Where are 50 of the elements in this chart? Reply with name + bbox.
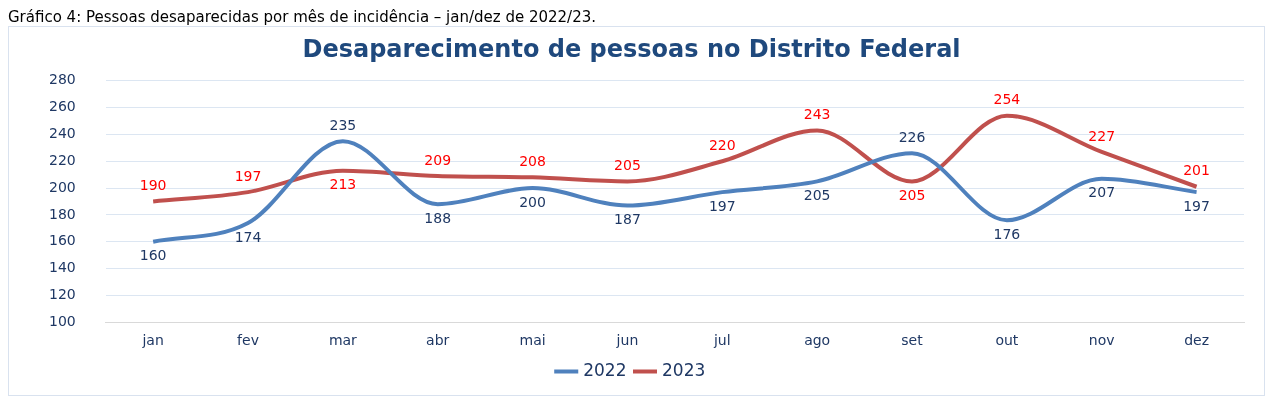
y-tick-label: 100 <box>48 312 76 329</box>
x-tick-label: abr <box>426 332 450 349</box>
data-label: 190 <box>139 177 167 194</box>
data-label: 188 <box>424 209 452 226</box>
data-label: 205 <box>803 187 831 204</box>
data-label: 187 <box>614 211 641 228</box>
x-tick-label: set <box>901 332 924 349</box>
x-tick-label: jun <box>615 332 639 349</box>
data-label: 197 <box>708 197 736 214</box>
data-label: 207 <box>1088 184 1116 201</box>
data-label: 243 <box>803 106 831 123</box>
data-label: 209 <box>424 151 452 168</box>
data-label: 197 <box>234 167 262 184</box>
y-tick-label: 280 <box>48 71 76 88</box>
y-tick-label: 120 <box>48 286 76 303</box>
data-label: 205 <box>614 157 641 174</box>
x-tick-label: ago <box>804 332 831 349</box>
data-label: 208 <box>519 153 546 169</box>
x-tick-label: jul <box>712 332 731 349</box>
data-label: 176 <box>993 225 1021 242</box>
data-label: 213 <box>329 176 357 193</box>
y-tick-label: 260 <box>48 98 76 115</box>
data-label: 226 <box>898 128 926 145</box>
x-tick-label: nov <box>1088 332 1115 349</box>
data-label: 197 <box>1183 197 1210 214</box>
x-tick-label: fev <box>237 332 259 349</box>
data-label: 160 <box>139 247 167 264</box>
data-label: 174 <box>234 228 262 245</box>
data-label: 220 <box>708 136 736 153</box>
legend-label: 2022 <box>583 359 627 380</box>
x-tick-label: mai <box>519 332 546 349</box>
data-label: 235 <box>329 116 357 133</box>
x-tick-label: out <box>995 332 1019 349</box>
x-tick-label: mar <box>328 332 358 349</box>
data-label: 205 <box>898 187 926 204</box>
y-tick-label: 160 <box>48 232 76 249</box>
y-tick-label: 200 <box>48 178 76 195</box>
text: Gráfico 4: Pessoas desaparecidas por mês de incidência – jan/dez de 2022/23. <box>8 8 598 26</box>
legend-label: 2023 <box>662 359 706 380</box>
chart-title: Desaparecimento de pessoas no Distrito Federal <box>302 34 961 63</box>
data-label: 201 <box>1183 162 1210 179</box>
y-tick-label: 220 <box>48 151 76 168</box>
data-label: 227 <box>1088 127 1116 144</box>
y-tick-label: 240 <box>48 125 76 142</box>
x-tick-label: dez <box>1184 332 1209 349</box>
data-label: 254 <box>993 91 1021 108</box>
data-label: 200 <box>519 193 546 210</box>
y-tick-label: 140 <box>48 259 76 276</box>
y-tick-label: 180 <box>48 205 76 222</box>
x-tick-label: jan <box>141 332 164 349</box>
